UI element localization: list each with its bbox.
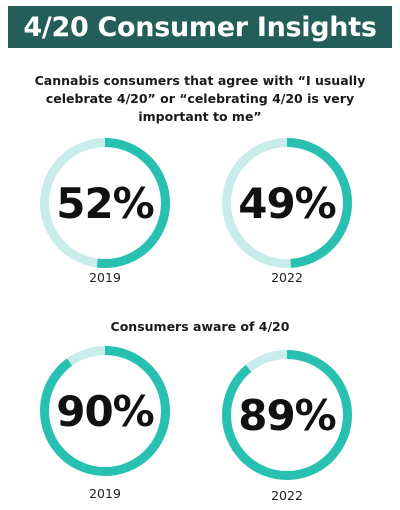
year-label-2019: 2019 [89,270,121,285]
page-title: 4/20 Consumer Insights [23,11,377,43]
ring-svg [40,346,170,476]
year-label-2022: 2022 [271,488,303,503]
percent-label-2022: 89% [238,390,337,440]
ring-fill-2019 [40,138,170,268]
ring-chart-aware-2022: 89% [222,350,352,480]
chart-heading-aware: Consumers aware of 4/20 [110,319,290,334]
year-label-2019: 2019 [89,486,121,501]
percent-label-2022: 49% [238,178,337,228]
ring-chart-celebrate-2019: 52% [40,138,170,268]
chart-heading-celebrate: Cannabis consumers that agree with “I us… [34,73,366,124]
ring-fill-2022 [222,138,352,268]
ring-fill-2019 [40,346,170,476]
ring-svg [222,350,352,480]
ring-svg [40,138,170,268]
year-label-2022: 2022 [271,270,303,285]
ring-svg [222,138,352,268]
title-banner: 4/20 Consumer Insights [8,6,392,48]
percent-label-2019: 52% [56,178,155,228]
ring-chart-aware-2019: 90% [40,346,170,476]
percent-label-2019: 90% [56,386,155,436]
ring-fill-2022 [222,350,352,480]
ring-chart-celebrate-2022: 49% [222,138,352,268]
